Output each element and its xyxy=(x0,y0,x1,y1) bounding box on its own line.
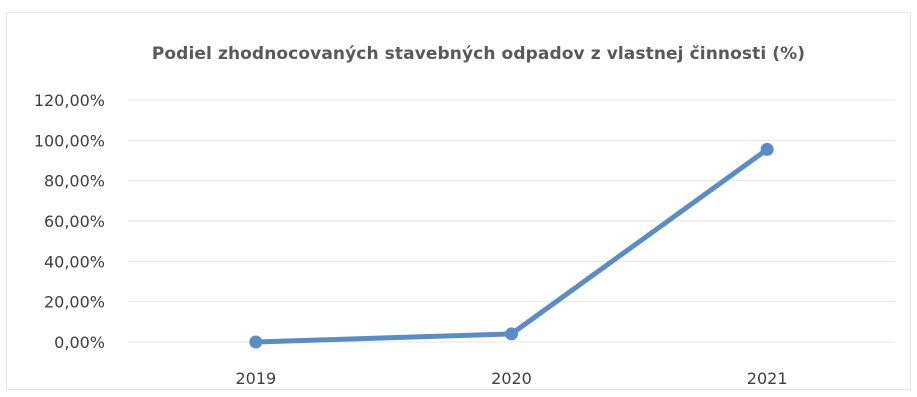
series xyxy=(249,142,774,349)
y-axis-ticks: 0,00% 20,00% 40,00% 60,00% 80,00% 100,00% 120,… xyxy=(34,91,105,352)
gridlines xyxy=(128,99,895,343)
chart-title: Podiel zhodnocovaných stavebných odpadov… xyxy=(151,44,806,64)
x-tick-label: 2020 xyxy=(491,369,532,388)
y-tick-label: 0,00% xyxy=(54,333,105,352)
y-tick-label: 80,00% xyxy=(44,172,105,191)
x-tick-label: 2019 xyxy=(235,369,276,388)
series-line xyxy=(253,146,770,345)
y-tick-label: 40,00% xyxy=(44,252,105,271)
y-tick-label: 60,00% xyxy=(44,212,105,231)
y-tick-label: 20,00% xyxy=(44,293,105,312)
x-axis-ticks: 2019 2020 2021 xyxy=(235,369,787,388)
chart-frame xyxy=(6,12,911,390)
data-point xyxy=(249,335,263,349)
x-tick-label: 2021 xyxy=(747,369,788,388)
data-point xyxy=(505,327,518,341)
y-tick-label: 120,00% xyxy=(34,91,105,110)
y-tick-label: 100,00% xyxy=(34,131,105,150)
data-point xyxy=(760,142,774,156)
